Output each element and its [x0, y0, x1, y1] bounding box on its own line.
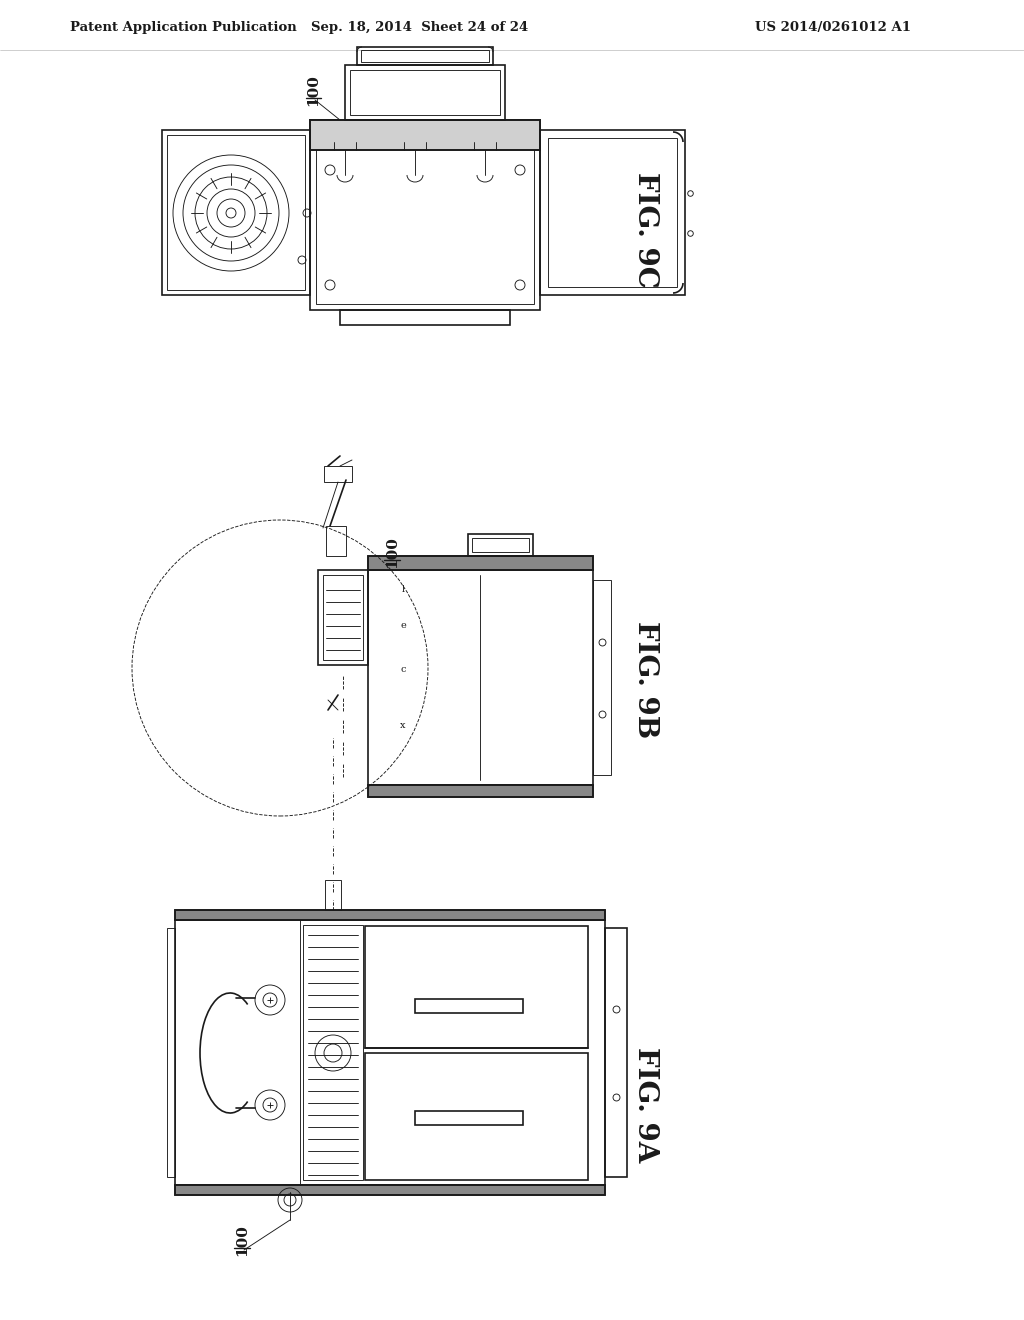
- Bar: [540, 129, 685, 294]
- Bar: [365, 927, 588, 1048]
- Bar: [175, 1185, 605, 1195]
- Text: FIG. 9B: FIG. 9B: [632, 622, 658, 739]
- Bar: [326, 525, 346, 556]
- Bar: [468, 535, 534, 556]
- Bar: [167, 135, 305, 290]
- Bar: [316, 125, 534, 304]
- Bar: [324, 466, 352, 482]
- Bar: [318, 570, 368, 665]
- Bar: [368, 570, 593, 785]
- Text: 100: 100: [234, 1224, 249, 1255]
- Bar: [368, 556, 593, 570]
- Text: FIG. 9A: FIG. 9A: [632, 1047, 658, 1163]
- Bar: [350, 70, 500, 115]
- Text: US 2014/0261012 A1: US 2014/0261012 A1: [755, 21, 911, 34]
- Bar: [605, 928, 627, 1177]
- Text: e: e: [400, 620, 406, 630]
- Bar: [472, 539, 529, 552]
- Bar: [175, 1185, 605, 1195]
- Text: 100: 100: [385, 536, 399, 568]
- Bar: [345, 65, 505, 120]
- Text: Patent Application Publication: Patent Application Publication: [70, 21, 297, 34]
- Bar: [548, 139, 677, 286]
- Bar: [415, 1111, 523, 1125]
- Text: 100: 100: [306, 74, 319, 106]
- Bar: [175, 909, 605, 920]
- Bar: [340, 310, 510, 325]
- Bar: [310, 120, 540, 150]
- Text: c: c: [400, 665, 406, 675]
- Bar: [361, 50, 489, 62]
- Bar: [175, 920, 605, 1185]
- Bar: [175, 909, 605, 920]
- Bar: [310, 120, 540, 310]
- Bar: [593, 579, 611, 775]
- Bar: [325, 880, 341, 909]
- Bar: [357, 48, 493, 65]
- Bar: [368, 556, 593, 570]
- Bar: [365, 1053, 588, 1180]
- Bar: [368, 785, 593, 797]
- Bar: [310, 120, 540, 150]
- Bar: [167, 928, 175, 1177]
- Bar: [323, 576, 362, 660]
- Bar: [415, 999, 523, 1012]
- Text: Sep. 18, 2014  Sheet 24 of 24: Sep. 18, 2014 Sheet 24 of 24: [311, 21, 528, 34]
- Text: l: l: [401, 586, 404, 594]
- Bar: [303, 925, 362, 1180]
- Text: x: x: [400, 721, 406, 730]
- Text: FIG. 9C: FIG. 9C: [632, 172, 658, 288]
- Bar: [368, 785, 593, 797]
- Bar: [162, 129, 310, 294]
